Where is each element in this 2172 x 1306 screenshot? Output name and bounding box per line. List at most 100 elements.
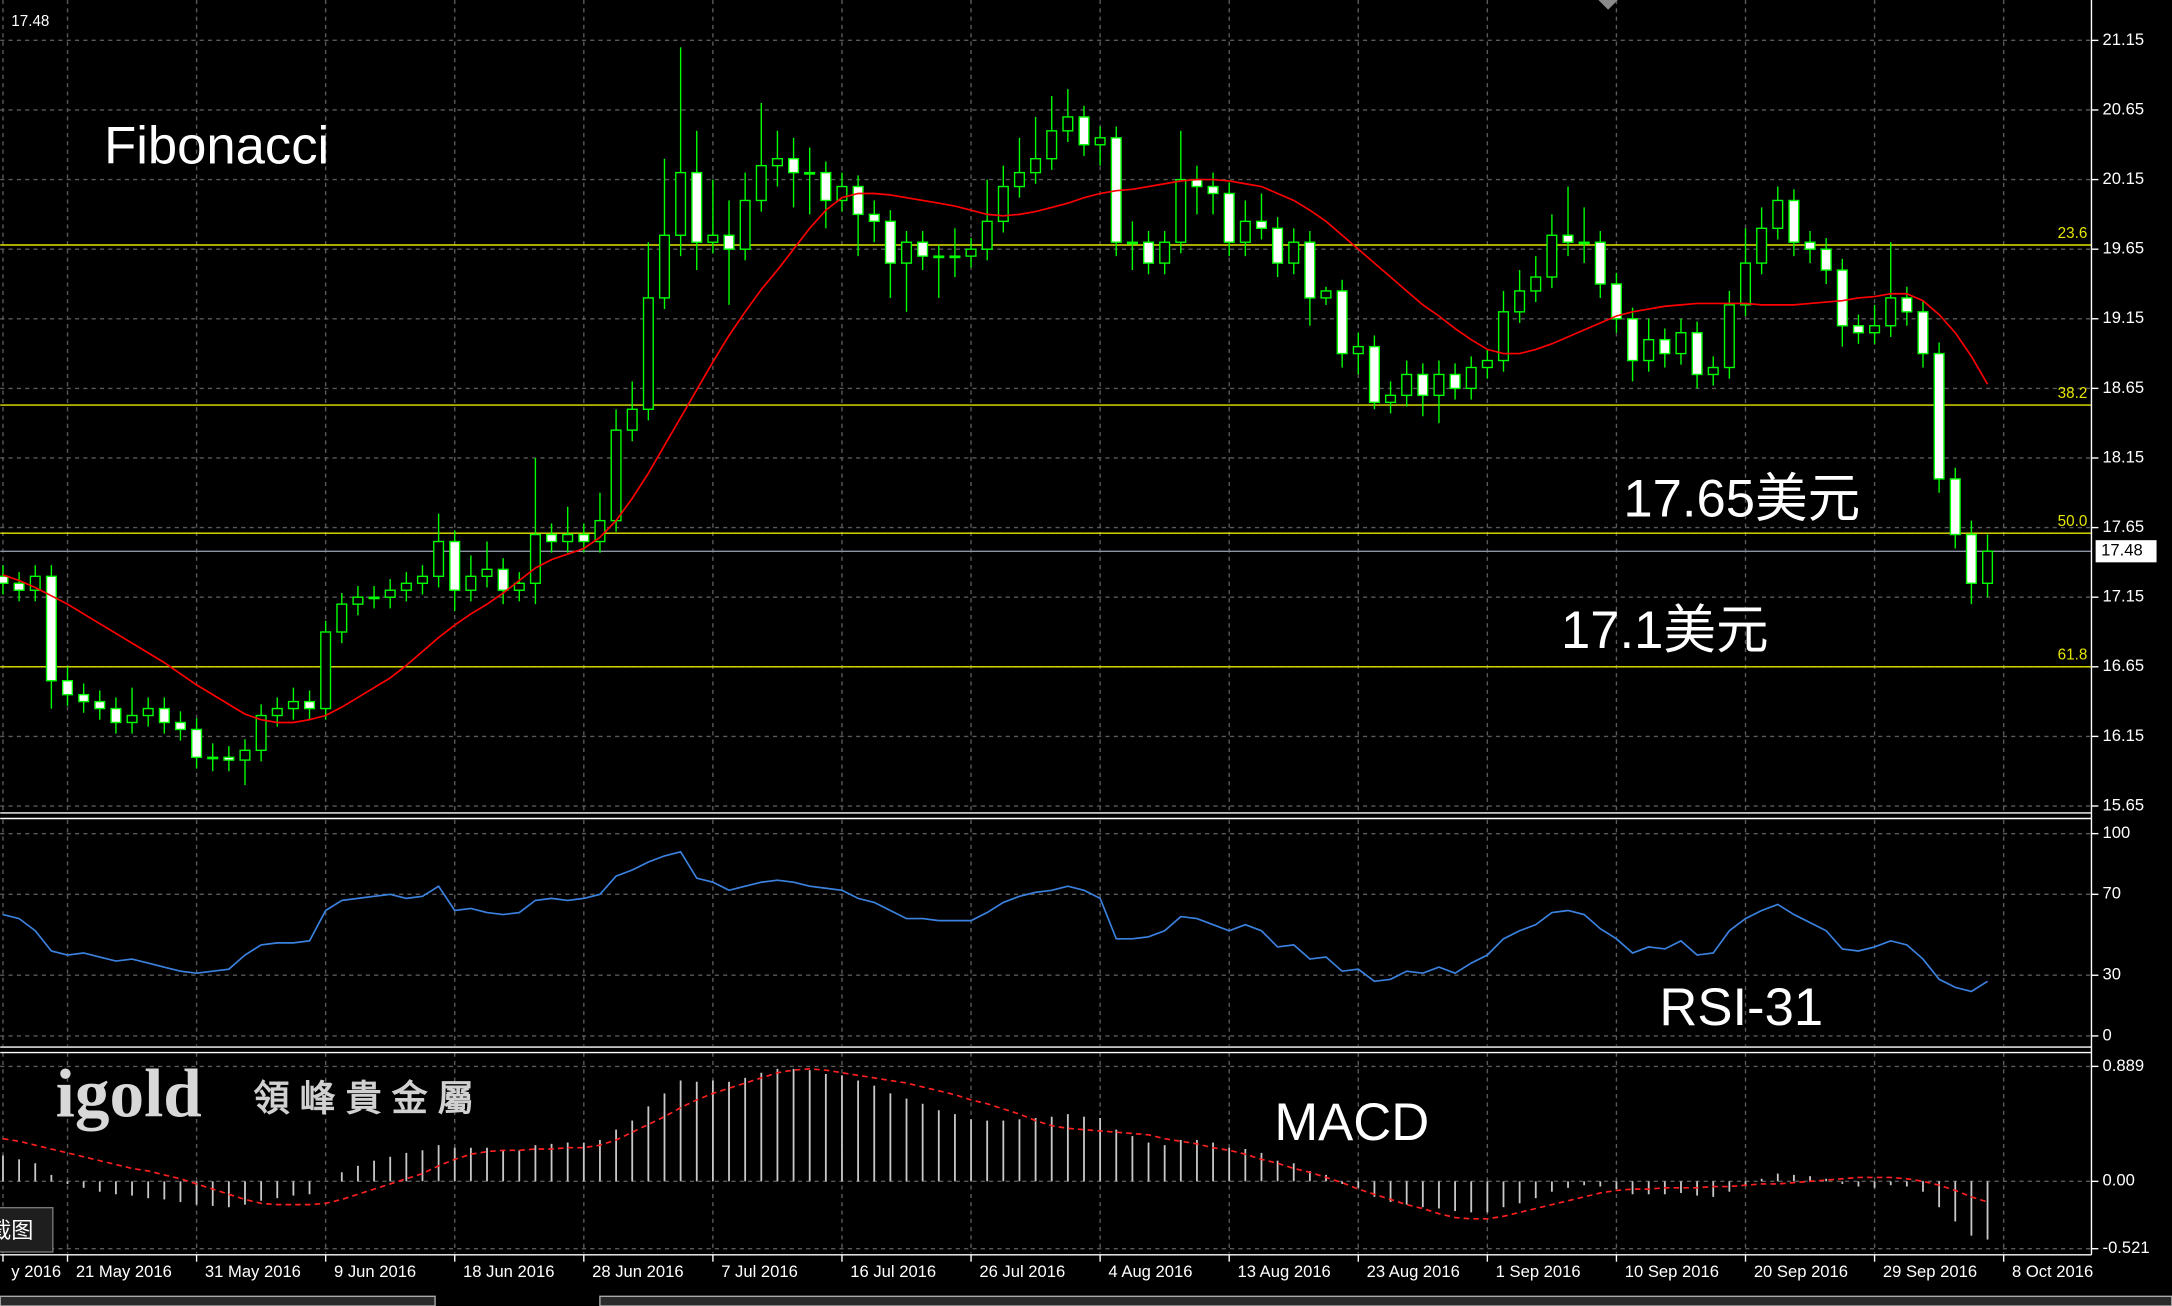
x-tick-label: y 2016 (11, 1262, 61, 1281)
y-tick-label: 18.15 (2103, 447, 2145, 466)
logo-name: 領 峰 貴 金 屬 (254, 1078, 474, 1119)
y-tick-label: 19.65 (2103, 239, 2145, 258)
candle-body (1385, 394, 1397, 404)
current-price-corner: 17.48 (11, 13, 49, 30)
scrollbar (599, 1295, 2172, 1306)
candle-body (513, 582, 525, 591)
candle-body (271, 707, 283, 717)
candle-body (303, 700, 316, 710)
candle-body (1417, 373, 1429, 397)
candle-body (29, 575, 41, 591)
candle-body (917, 241, 929, 257)
y-tick-label: 16.65 (2103, 656, 2145, 675)
x-tick-label: 13 Aug 2016 (1238, 1262, 1331, 1281)
candle-body (1530, 276, 1542, 292)
candle-body (1401, 373, 1413, 397)
candle-body (852, 185, 864, 216)
candle-body (368, 596, 380, 600)
chart-title: Fibonacci (104, 116, 329, 175)
candle-body (594, 519, 606, 543)
candle-body (1594, 241, 1606, 285)
candle-body (1562, 234, 1574, 243)
candle-body (126, 714, 138, 724)
candle-body (1546, 234, 1558, 278)
candle-body (755, 164, 767, 202)
candle-body (1239, 220, 1251, 243)
x-tick-label: 8 Oct 2016 (2012, 1262, 2093, 1281)
y-tick-label: 17.15 (2103, 587, 2145, 606)
candle-body (400, 582, 412, 591)
price-tag-label: 17.48 (2101, 541, 2143, 560)
candle-body (13, 582, 25, 591)
x-tick-label: 9 Jun 2016 (334, 1262, 416, 1281)
button-box[interactable] (0, 1206, 54, 1253)
x-tick-label: 21 May 2016 (76, 1262, 172, 1281)
candle-body (433, 540, 445, 578)
candle-body (481, 568, 493, 578)
y-tick-label: 0.889 (2103, 1056, 2145, 1075)
candle-body (352, 596, 364, 605)
candle-body (1869, 325, 1881, 334)
candle-body (981, 220, 993, 250)
candle-body (1514, 290, 1526, 313)
x-tick-label: 23 Aug 2016 (1367, 1262, 1460, 1281)
moving-average (2, 178, 1989, 724)
y-tick-label: 17.65 (2103, 517, 2145, 536)
candle-body (1820, 248, 1832, 271)
candle-body (1062, 116, 1074, 132)
candle-body (578, 533, 590, 543)
candle-body (1497, 311, 1510, 362)
candle-body (384, 589, 396, 598)
price-tag (2095, 540, 2157, 563)
candle-body (771, 158, 783, 167)
candle-body (868, 213, 880, 223)
candle-body (707, 234, 719, 243)
candle-body (1046, 130, 1058, 160)
annotation: 17.1美元 (1561, 601, 1769, 660)
candle-body (1675, 332, 1687, 355)
scrollbar (0, 1295, 436, 1306)
indicator-line (2, 850, 1988, 993)
candle-body (626, 408, 638, 431)
candle-body (1465, 366, 1477, 390)
candle-body (1126, 241, 1138, 245)
x-tick-label: 10 Sep 2016 (1625, 1262, 1719, 1281)
logo-brand: igold (56, 1054, 202, 1131)
candle-body (1255, 220, 1268, 229)
y-tick-label: 19.15 (2103, 308, 2145, 327)
x-tick-label: 31 May 2016 (205, 1262, 301, 1281)
candle-body (1352, 345, 1364, 355)
candle-body (949, 255, 961, 259)
candle-body (610, 429, 622, 522)
candle-body (1691, 332, 1703, 376)
candle-body (1885, 297, 1897, 327)
candle-body (658, 234, 671, 299)
candle-body (1304, 241, 1316, 299)
candle-body (546, 533, 558, 543)
candle-body (1933, 352, 1945, 480)
candle-body (1368, 345, 1380, 404)
candle-body (739, 199, 751, 250)
candle-body (1852, 325, 1864, 334)
x-tick-label: 20 Sep 2016 (1754, 1262, 1848, 1281)
fib-label: 38.2 (2058, 385, 2088, 402)
panel-title: RSI-31 (1659, 978, 1823, 1037)
candle-body (142, 707, 154, 717)
candle-body (642, 297, 654, 410)
candle-body (320, 631, 332, 710)
candle-body (1949, 478, 1961, 536)
x-tick-label: 1 Sep 2016 (1496, 1262, 1581, 1281)
panel-title: MACD (1274, 1093, 1429, 1152)
candle-body (1013, 171, 1025, 188)
candle-body (1772, 199, 1784, 229)
candle-body (336, 603, 348, 633)
button-label[interactable]: 截图 (0, 1218, 33, 1243)
y-tick-label: 20.15 (2103, 169, 2145, 188)
annotation: 17.65美元 (1623, 470, 1860, 529)
candle-body (287, 700, 299, 710)
screenshot-button[interactable]: 截图 (0, 1206, 54, 1253)
candle-body (207, 756, 219, 760)
candle-body (1288, 241, 1300, 264)
candle-body (1336, 290, 1348, 355)
